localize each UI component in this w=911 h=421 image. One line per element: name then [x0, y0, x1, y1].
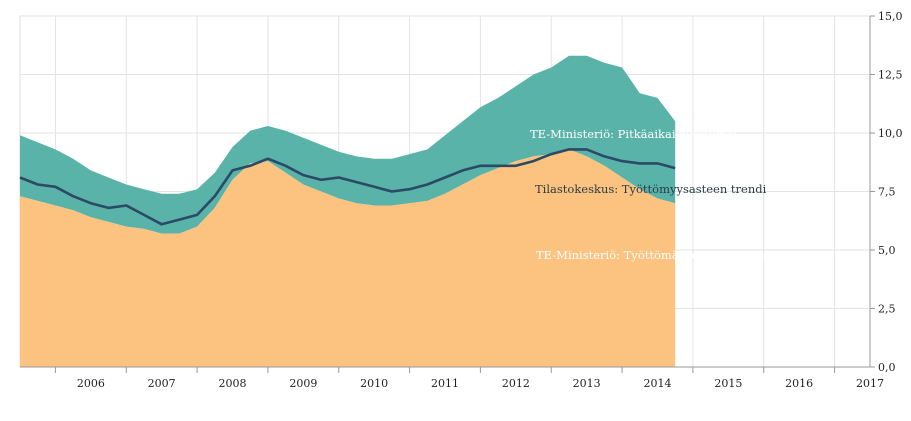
axes: 2006 2007 2008 2009 2010 2011 2012 2013 2014 2015… — [20, 10, 903, 390]
y-tick-label: 2,5 — [878, 303, 896, 316]
label-long-term-unemployed: TE-Ministeriö: Pitkäaikaistyöttömät — [530, 127, 738, 141]
y-tick-label: 15,0 — [878, 10, 903, 23]
x-tick-label: 2012 — [502, 377, 530, 390]
x-tick-label: 2013 — [573, 377, 601, 390]
label-short-term-unemployed: TE-Ministeriö: Työttömät pl. pitkäaikais… — [536, 248, 826, 262]
x-tick-label: 2008 — [219, 377, 247, 390]
x-tick-label: 2016 — [785, 377, 813, 390]
x-tick-label: 2010 — [360, 377, 388, 390]
area-short-term-unemployed — [20, 149, 676, 367]
x-tick-label: 2009 — [289, 377, 317, 390]
x-tick-label: 2006 — [77, 377, 105, 390]
x-tick-label: 2014 — [644, 377, 672, 390]
y-tick-label: 5,0 — [878, 244, 896, 257]
trend-line — [19, 148, 676, 226]
area-long-term-unemployed — [20, 55, 676, 234]
y-tick-label: 7,5 — [878, 186, 896, 199]
series-labels: TE-Ministeriö: Pitkäaikaistyöttömät Tila… — [530, 127, 826, 262]
label-trend: Tilastokeskus: Työttömyysasteen trendi — [535, 182, 767, 196]
x-tick-label: 2017 — [856, 377, 884, 390]
x-tick-label: 2007 — [148, 377, 176, 390]
y-tick-label: 0,0 — [878, 361, 896, 374]
y-tick-label: 12,5 — [878, 69, 903, 82]
areas — [20, 55, 676, 367]
trend-line-group — [19, 148, 676, 226]
y-tick-label: 10,0 — [878, 127, 903, 140]
x-tick-label: 2015 — [714, 377, 742, 390]
x-tick-label: 2011 — [431, 377, 459, 390]
